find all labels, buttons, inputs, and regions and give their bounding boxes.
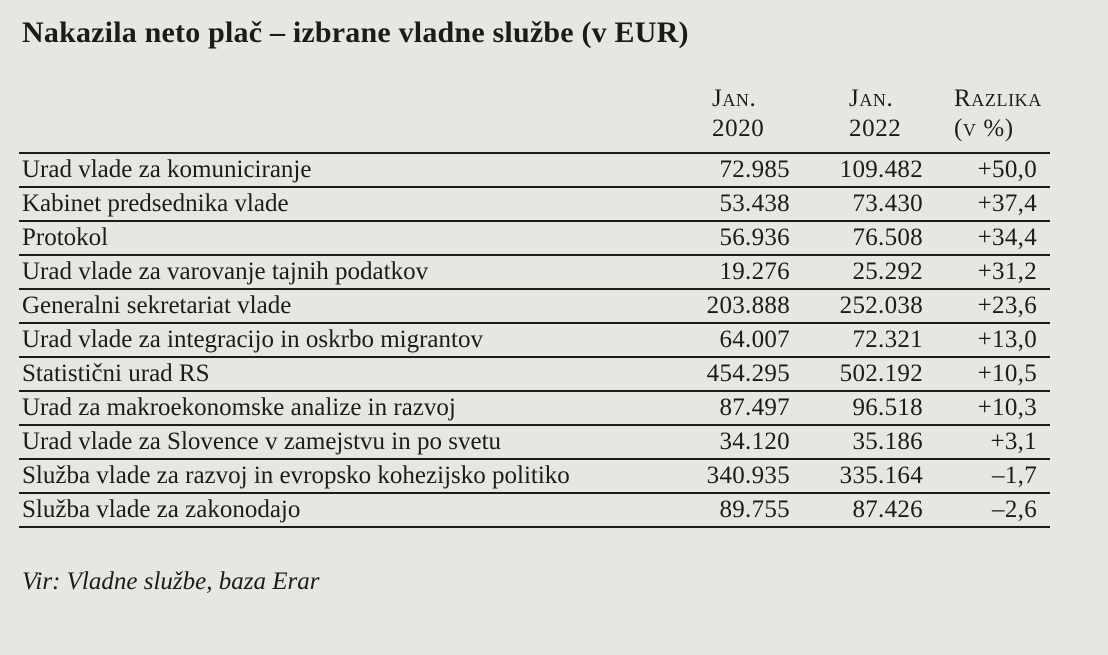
column-header-line: Jan.: [849, 85, 894, 112]
table-row: Urad vlade za integracijo in oskrbo migr…: [19, 323, 1050, 358]
column-header-jan-2020: Jan. 2020: [690, 84, 793, 154]
row-label: Kabinet predsednika vlade: [19, 187, 690, 222]
row-label: Urad za makroekonomske analize in razvoj: [19, 391, 690, 426]
column-header-razlika: Razlika (v %): [926, 84, 1050, 154]
row-label: Služba vlade za razvoj in evropsko kohez…: [19, 459, 690, 494]
value-jan-2020: 203.888: [690, 289, 793, 324]
value-jan-2022: 109.482: [793, 153, 926, 188]
table-row: Kabinet predsednika vlade 53.438 73.430 +37…: [19, 187, 1050, 222]
value-diff: –2,6: [926, 493, 1050, 528]
salary-table: Jan. 2020 Jan. 2022 Razlika (v %) Urad v…: [19, 84, 1050, 528]
source-note: Vir: Vladne službe, baza Erar: [22, 568, 320, 595]
value-diff: +37,4: [926, 187, 1050, 222]
value-jan-2022: 252.038: [793, 289, 926, 324]
value-jan-2020: 34.120: [690, 425, 793, 460]
value-jan-2020: 89.755: [690, 493, 793, 528]
table-row: Urad vlade za komuniciranje 72.985 109.482…: [19, 153, 1050, 188]
table-row: Služba vlade za zakonodajo 89.755 87.426 –2…: [19, 493, 1050, 528]
row-label: Urad vlade za varovanje tajnih podatkov: [19, 255, 690, 290]
value-jan-2022: 335.164: [793, 459, 926, 494]
column-header-jan-2022: Jan. 2022: [793, 84, 926, 154]
column-header-line: 2020: [712, 115, 765, 142]
value-jan-2022: 87.426: [793, 493, 926, 528]
row-label: Služba vlade za zakonodajo: [19, 493, 690, 528]
value-jan-2022: 96.518: [793, 391, 926, 426]
value-diff: +34,4: [926, 221, 1050, 256]
value-diff: +50,0: [926, 153, 1050, 188]
value-jan-2020: 64.007: [690, 323, 793, 358]
table-row: Urad vlade za varovanje tajnih podatkov 1…: [19, 255, 1050, 290]
row-label: Statistični urad RS: [19, 357, 690, 392]
column-header-line: (v %): [954, 115, 1014, 142]
value-diff: +3,1: [926, 425, 1050, 460]
table-row: Generalni sekretariat vlade 203.888 252.03…: [19, 289, 1050, 324]
value-diff: +23,6: [926, 289, 1050, 324]
table-body: Urad vlade za komuniciranje 72.985 109.482…: [19, 153, 1050, 528]
value-diff: +10,5: [926, 357, 1050, 392]
value-jan-2022: 502.192: [793, 357, 926, 392]
value-jan-2020: 56.936: [690, 221, 793, 256]
value-jan-2020: 87.497: [690, 391, 793, 426]
table-row: Urad vlade za Slovence v zamejstvu in po…: [19, 425, 1050, 460]
value-jan-2022: 76.508: [793, 221, 926, 256]
row-label: Protokol: [19, 221, 690, 256]
page-title: Nakazila neto plač – izbrane vladne služ…: [22, 16, 689, 49]
value-diff: –1,7: [926, 459, 1050, 494]
column-header-service: [19, 84, 690, 154]
value-jan-2020: 53.438: [690, 187, 793, 222]
header-row: Jan. 2020 Jan. 2022 Razlika (v %): [19, 84, 1050, 154]
row-label: Urad vlade za integracijo in oskrbo migr…: [19, 323, 690, 358]
value-jan-2020: 454.295: [690, 357, 793, 392]
value-jan-2022: 35.186: [793, 425, 926, 460]
value-jan-2020: 340.935: [690, 459, 793, 494]
value-jan-2022: 72.321: [793, 323, 926, 358]
table-row: Urad za makroekonomske analize in razvoj…: [19, 391, 1050, 426]
row-label: Urad vlade za komuniciranje: [19, 153, 690, 188]
table-row: Služba vlade za razvoj in evropsko kohez…: [19, 459, 1050, 494]
value-jan-2022: 73.430: [793, 187, 926, 222]
value-diff: +31,2: [926, 255, 1050, 290]
row-label: Generalni sekretariat vlade: [19, 289, 690, 324]
value-jan-2020: 19.276: [690, 255, 793, 290]
row-label: Urad vlade za Slovence v zamejstvu in po…: [19, 425, 690, 460]
value-diff: +13,0: [926, 323, 1050, 358]
table-row: Statistični urad RS 454.295 502.192 +10,5: [19, 357, 1050, 392]
value-jan-2020: 72.985: [690, 153, 793, 188]
value-diff: +10,3: [926, 391, 1050, 426]
column-header-line: Razlika: [954, 85, 1042, 112]
column-header-line: Jan.: [712, 85, 757, 112]
column-header-line: 2022: [849, 115, 902, 142]
table-row: Protokol 56.936 76.508 +34,4: [19, 221, 1050, 256]
value-jan-2022: 25.292: [793, 255, 926, 290]
